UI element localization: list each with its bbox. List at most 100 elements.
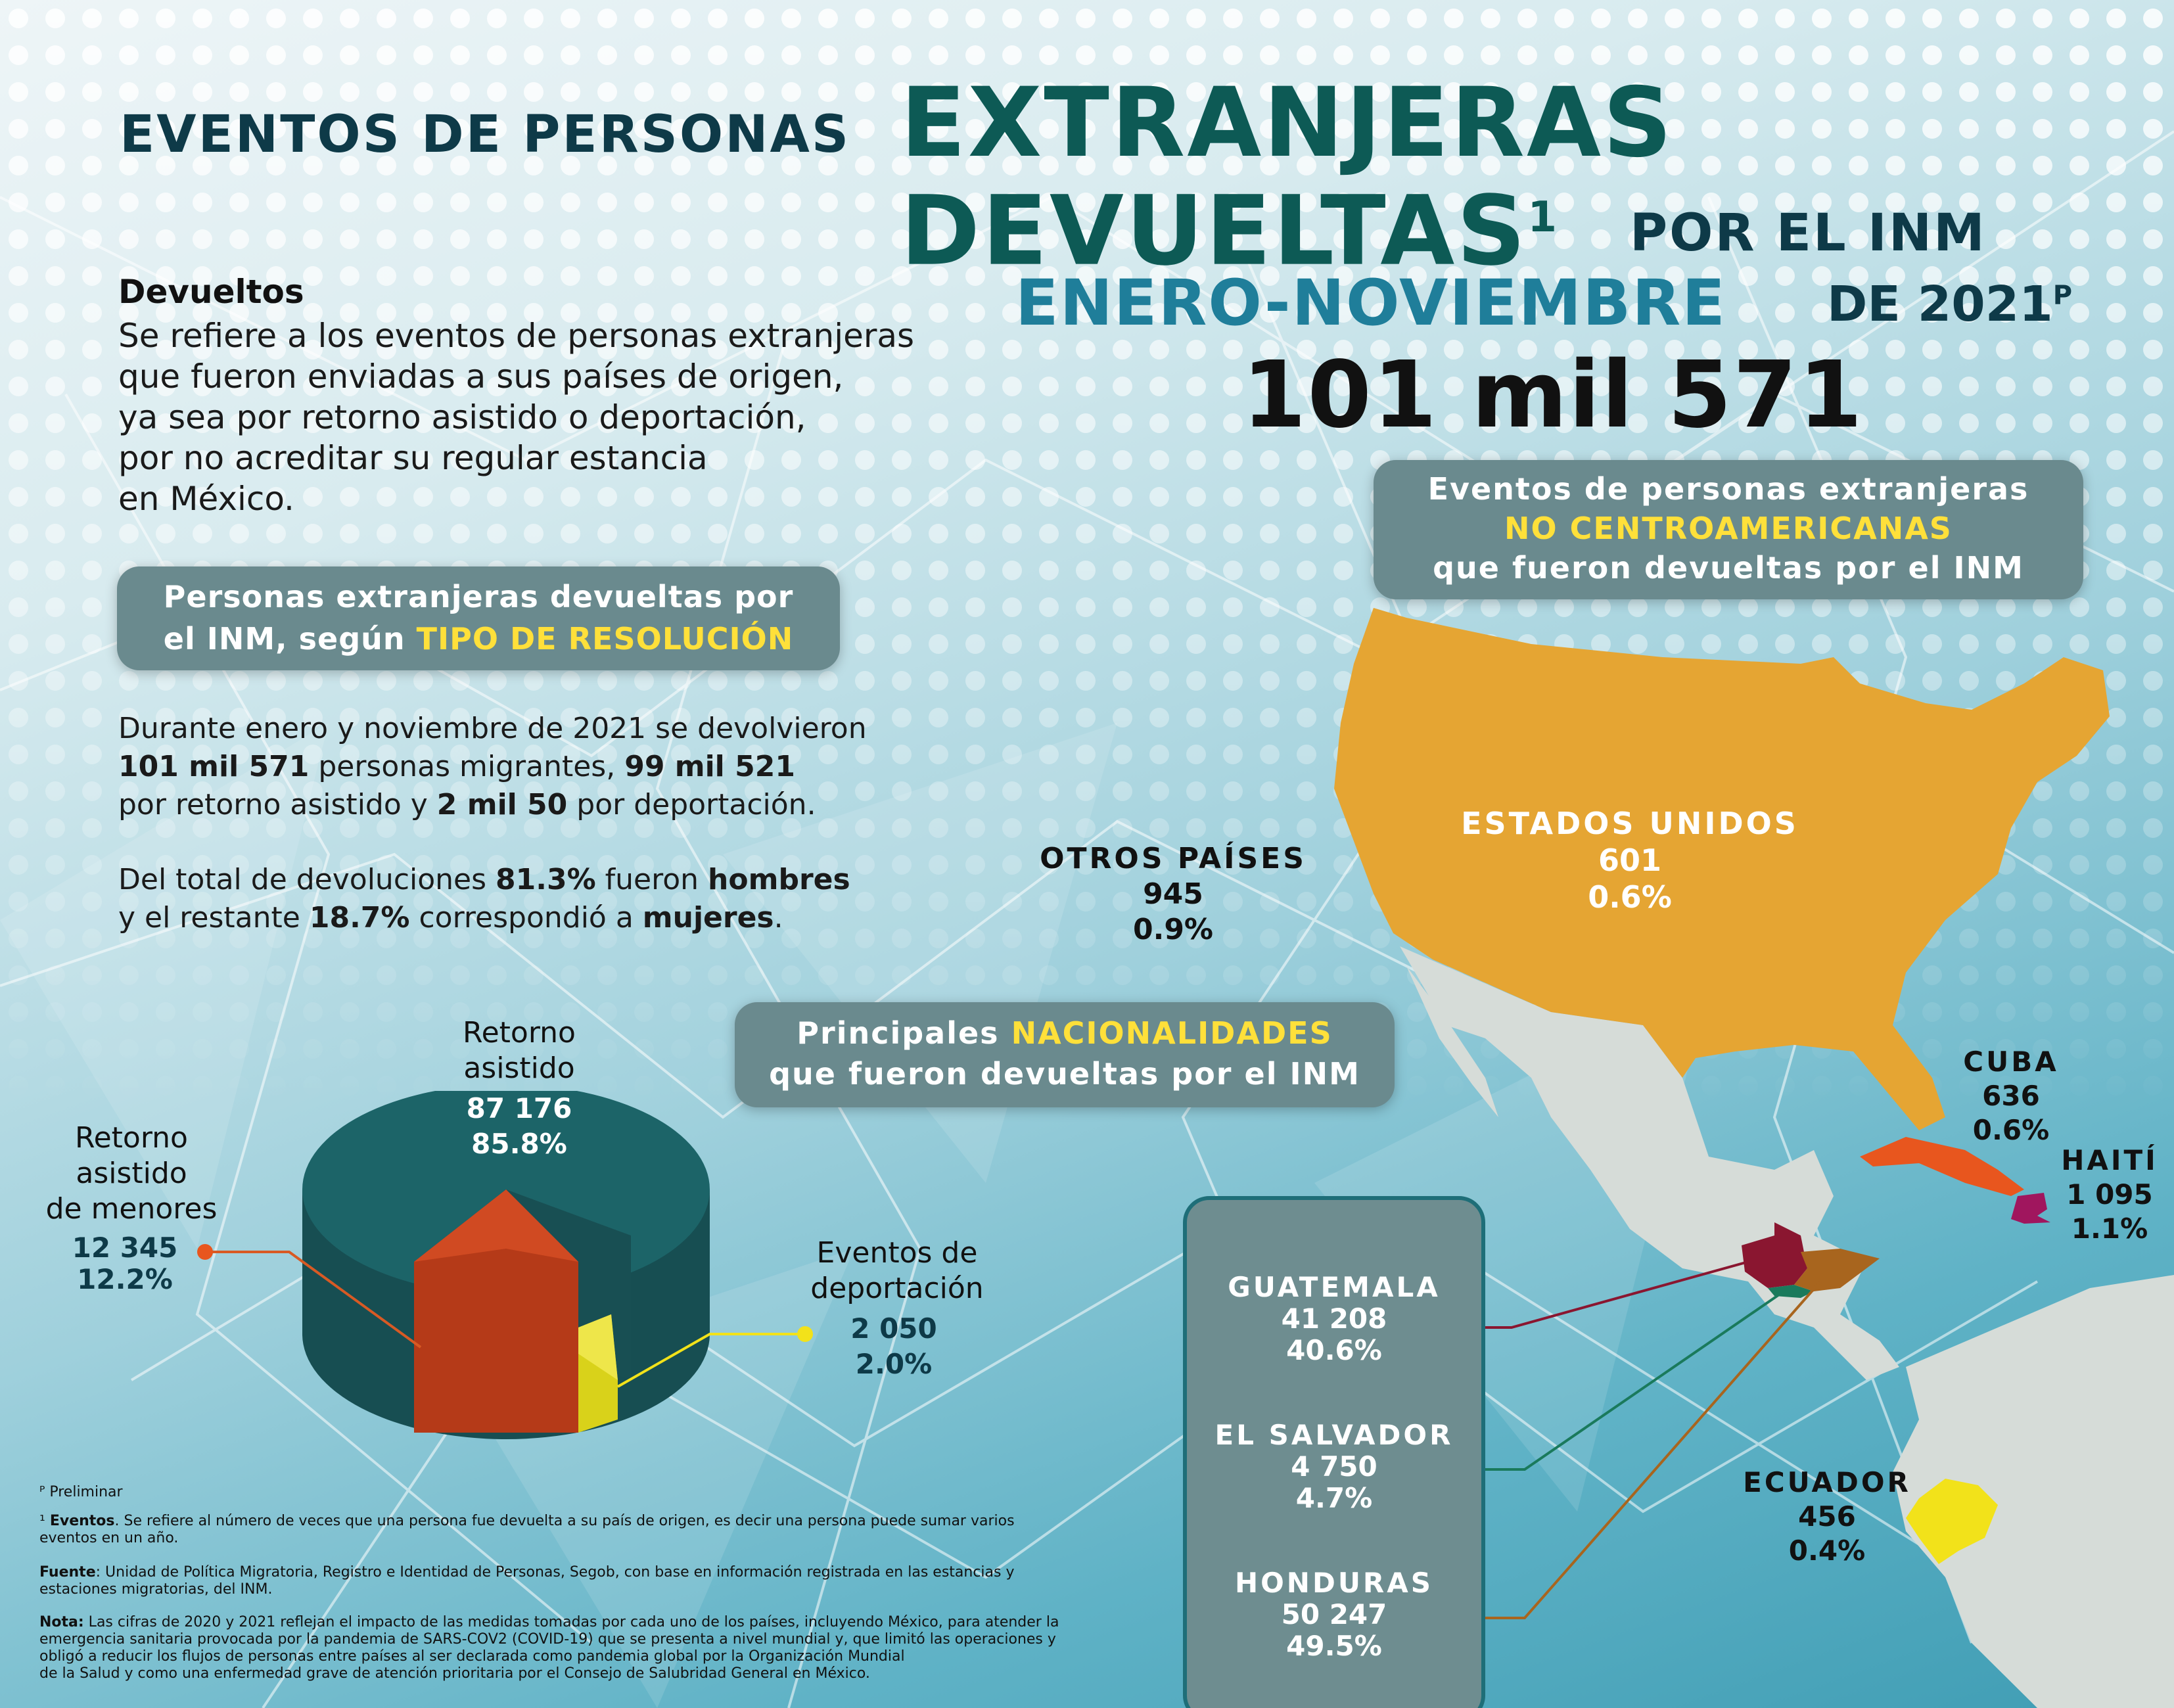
summary-line: y el restante 18.7% correspondió a mujer… [118, 899, 850, 937]
footnote-mark: ¹ [39, 1513, 45, 1529]
nationalities-line1: Principales NACIONALIDADES [735, 1013, 1395, 1053]
summary-text: personas migrantes, [309, 750, 625, 783]
summary-paragraph-1: Durante enero y noviembre de 2021 se dev… [118, 710, 867, 824]
summary-men: hombres [708, 863, 850, 896]
summary-men-pct: 81.3% [496, 863, 596, 896]
minors-pct: 12.2% [77, 1263, 173, 1295]
map-guatemala [1742, 1222, 1807, 1288]
non-central-american-box: Eventos de personas extranjeras NO CENTR… [1374, 460, 2083, 599]
summary-total: 101 mil 571 [118, 750, 310, 783]
ecuador-name: ECUADOR [1743, 1466, 1911, 1498]
nationalities-highlight: NACIONALIDADES [1011, 1015, 1333, 1051]
label-assisted-return: Retorno asistido [421, 1015, 618, 1086]
map-cuba [1860, 1137, 2024, 1196]
summary-line: 101 mil 571 personas migrantes, 99 mil 5… [118, 748, 867, 786]
summary-deported: 2 mil 50 [436, 788, 568, 821]
map-ecuador [1906, 1479, 1998, 1564]
haiti-name: HAITÍ [2061, 1144, 2158, 1176]
footnote-source: Fuente: Unidad de Política Migratoria, R… [39, 1564, 1170, 1598]
pie-slice-deportation-top [578, 1314, 618, 1380]
usa-pct: 0.6% [1588, 879, 1672, 915]
minors-value: 12 345 [72, 1232, 178, 1264]
non-central-line3: que fueron devueltas por el INM [1433, 550, 2024, 586]
resolution-box-line1: Personas extranjeras devueltas por [163, 579, 794, 614]
ecuador-pct: 0.4% [1788, 1535, 1866, 1567]
title-year: DE 2021P [1827, 276, 2072, 333]
nationalities-line2: que fueron devueltas por el INM [769, 1056, 1360, 1092]
title-devueltas-word: DEVUELTAS [900, 175, 1528, 287]
value-minors: 12 345 12.2% [59, 1232, 191, 1295]
definition-line: ya sea por retorno asistido o deportació… [118, 398, 806, 436]
assisted-pct: 85.8% [471, 1128, 567, 1160]
definition-line: Se refiere a los eventos de personas ext… [118, 317, 915, 355]
label-deportation: Eventos de deportación [789, 1235, 1006, 1306]
summary-line: Durante enero y noviembre de 2021 se dev… [118, 712, 867, 745]
footnote-line: obligó a reducir los flujos de personas … [39, 1648, 905, 1665]
value-assisted-return: 87 176 85.8% [421, 1091, 618, 1162]
haiti-value: 1 095 [2066, 1178, 2153, 1211]
summary-text: correspondió a [409, 901, 643, 935]
non-central-highlight: NO CENTROAMERICANAS [1504, 511, 1953, 546]
footnote-line: de la Salud y como una enfermedad grave … [39, 1665, 870, 1682]
el-salvador-value: 4 750 [1291, 1450, 1377, 1483]
title-por-el-inm: POR EL INM [1630, 204, 1987, 263]
summary-assisted: 99 mil 521 [624, 750, 795, 783]
note-text: Las cifras de 2020 y 2021 reflejan el im… [83, 1614, 1059, 1630]
title-extranjeras: EXTRANJERAS [900, 67, 1675, 179]
summary-text: por deportación. [567, 788, 816, 821]
definition-line: que fueron enviadas a sus países de orig… [118, 358, 844, 396]
resolution-type-box: Personas extranjeras devueltas por el IN… [117, 566, 840, 670]
country-cuba: CUBA 636 0.6% [1945, 1045, 2077, 1147]
map-baja-california [1406, 966, 1498, 1117]
el-salvador-connector [1468, 1292, 1782, 1471]
resolution-box-prefix: el INM, según [163, 621, 405, 657]
country-el-salvador: EL SALVADOR 4 750 4.7% [1183, 1419, 1485, 1514]
label-minors-line: de menores [45, 1192, 218, 1226]
el-salvador-name: EL SALVADOR [1214, 1419, 1454, 1451]
ecuador-value: 456 [1798, 1500, 1856, 1533]
value-deportation: 2 050 2.0% [828, 1311, 960, 1382]
central-america-box [1183, 1196, 1485, 1708]
summary-women: mujeres [642, 901, 774, 935]
source-text: : Unidad de Política Migratoria, Registr… [95, 1564, 1015, 1581]
footnote-note: Nota: Las cifras de 2020 y 2021 reflejan… [39, 1614, 1196, 1682]
footnote-term: Eventos [49, 1513, 115, 1529]
others-value: 945 [1143, 877, 1203, 911]
footnote-preliminary: ᴾ Preliminar [39, 1484, 123, 1500]
source-term: Fuente [39, 1564, 96, 1581]
summary-text: y el restante [118, 901, 310, 935]
label-deportation-line: deportación [810, 1272, 984, 1305]
country-ecuador: ECUADOR 456 0.4% [1735, 1466, 1919, 1568]
assisted-value: 87 176 [466, 1092, 572, 1124]
honduras-name: HONDURAS [1234, 1567, 1434, 1599]
total-returned: 101 mil 571 [1242, 342, 1864, 449]
label-minors-line: asistido [76, 1157, 187, 1190]
definition-heading: Devueltos [118, 273, 304, 311]
label-minors: Retorno asistido de menores [26, 1120, 237, 1227]
honduras-value: 50 247 [1281, 1598, 1387, 1630]
definition-line: en México. [118, 480, 294, 518]
summary-text: Del total de devoluciones [118, 863, 496, 896]
non-central-line1: Eventos de personas extranjeras [1427, 471, 2029, 507]
label-assisted-line: asistido [463, 1051, 575, 1085]
guatemala-value: 41 208 [1281, 1303, 1387, 1335]
nationalities-box: Principales NACIONALIDADES que fueron de… [735, 1002, 1395, 1107]
nationalities-prefix: Principales [797, 1015, 1000, 1051]
others-pct: 0.9% [1132, 913, 1214, 946]
summary-text: . [774, 901, 783, 935]
title-prefix: EVENTOS DE PERSONAS [120, 105, 851, 164]
deportation-value: 2 050 [850, 1312, 937, 1345]
resolution-box-line2: el INM, según TIPO DE RESOLUCIÓN [117, 618, 840, 660]
footnote-line: Fuente: Unidad de Política Migratoria, R… [39, 1564, 1170, 1581]
title-period: ENERO-NOVIEMBRE [1015, 266, 1726, 340]
note-term: Nota: [39, 1614, 84, 1630]
summary-text: por retorno asistido y [118, 788, 437, 821]
footnote-line: estaciones migratorias, del INM. [39, 1581, 273, 1598]
footnote-text: . Se refiere al número de veces que una … [114, 1513, 1015, 1529]
footnote-line: Nota: Las cifras de 2020 y 2021 reflejan… [39, 1614, 1196, 1631]
cuba-name: CUBA [1963, 1046, 2059, 1078]
label-minors-line: Retorno [75, 1121, 188, 1155]
title-preliminary-mark: P [2052, 280, 2073, 311]
